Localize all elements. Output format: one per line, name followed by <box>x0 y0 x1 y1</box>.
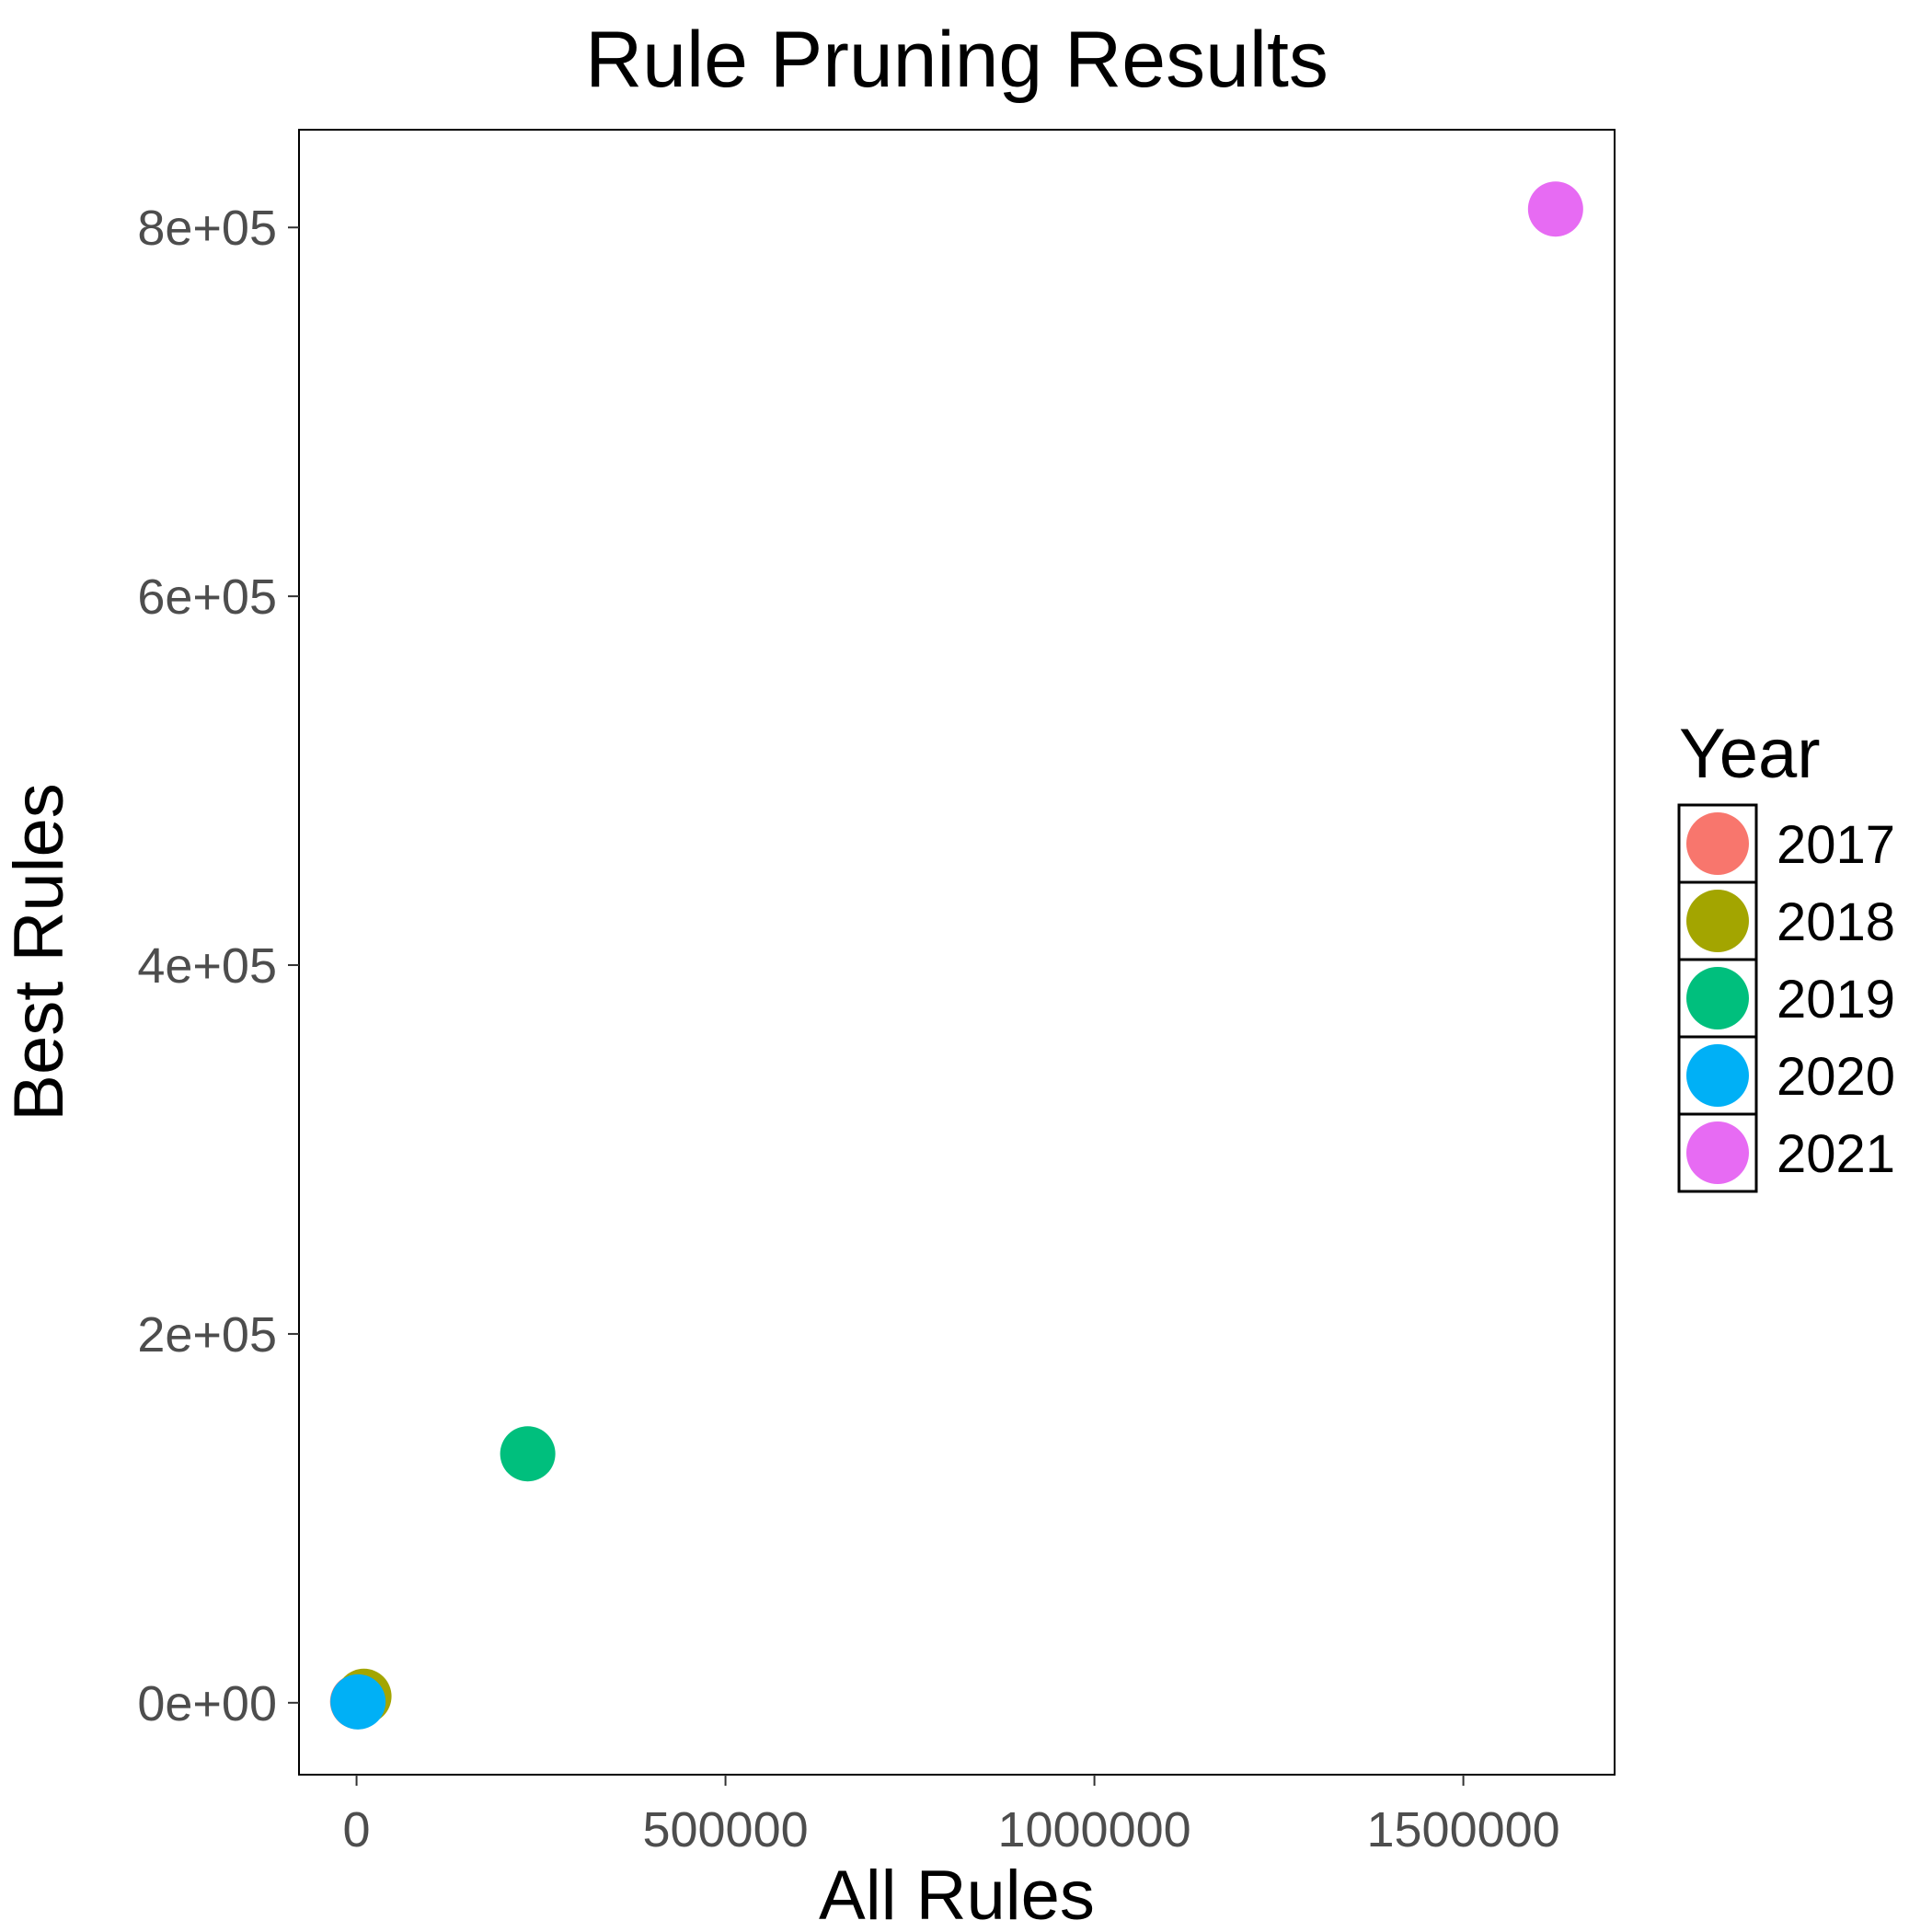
x-tick-label: 1500000 <box>1366 1802 1559 1857</box>
x-axis: 0 500000 1000000 1500000 <box>343 1775 1560 1857</box>
y-axis-title: Best Rules <box>0 783 78 1121</box>
data-point-2019 <box>500 1426 556 1482</box>
legend-swatch-2017 <box>1686 812 1749 875</box>
x-tick-label: 1000000 <box>997 1802 1190 1857</box>
legend-swatch-2020 <box>1686 1044 1749 1107</box>
y-tick-label: 6e+05 <box>137 569 277 625</box>
legend-title: Year <box>1679 715 1821 793</box>
data-point-2020 <box>330 1673 386 1730</box>
data-point-2021 <box>1527 181 1583 237</box>
x-axis-title: All Rules <box>819 1857 1095 1932</box>
y-tick-label: 4e+05 <box>137 938 277 994</box>
grid-lines <box>299 130 1615 1775</box>
y-tick-label: 8e+05 <box>137 201 277 256</box>
legend-label: 2019 <box>1777 970 1895 1029</box>
plot-border <box>298 129 1616 1776</box>
legend-label: 2020 <box>1777 1047 1895 1107</box>
plot-background <box>299 130 1615 1775</box>
legend-label: 2021 <box>1777 1124 1895 1184</box>
x-tick-label: 0 <box>343 1802 371 1857</box>
legend-label: 2018 <box>1777 892 1895 952</box>
data-points <box>329 181 1583 1730</box>
legend-items: 2017 2018 2019 2020 2021 <box>1677 803 1895 1193</box>
legend-swatch-2018 <box>1686 890 1749 952</box>
y-tick-label: 0e+00 <box>137 1676 277 1731</box>
y-axis: 0e+00 2e+05 4e+05 6e+05 8e+05 <box>137 201 299 1731</box>
chart-title: Rule Pruning Results <box>585 16 1328 104</box>
legend-label: 2017 <box>1777 815 1895 875</box>
plot-panel <box>298 129 1616 1776</box>
x-tick-label: 500000 <box>642 1802 808 1857</box>
legend: Year 2017 2018 2019 2020 2021 <box>1677 715 1895 1193</box>
legend-swatch-2019 <box>1686 967 1749 1029</box>
y-tick-label: 2e+05 <box>137 1307 277 1363</box>
legend-swatch-2021 <box>1686 1121 1749 1184</box>
